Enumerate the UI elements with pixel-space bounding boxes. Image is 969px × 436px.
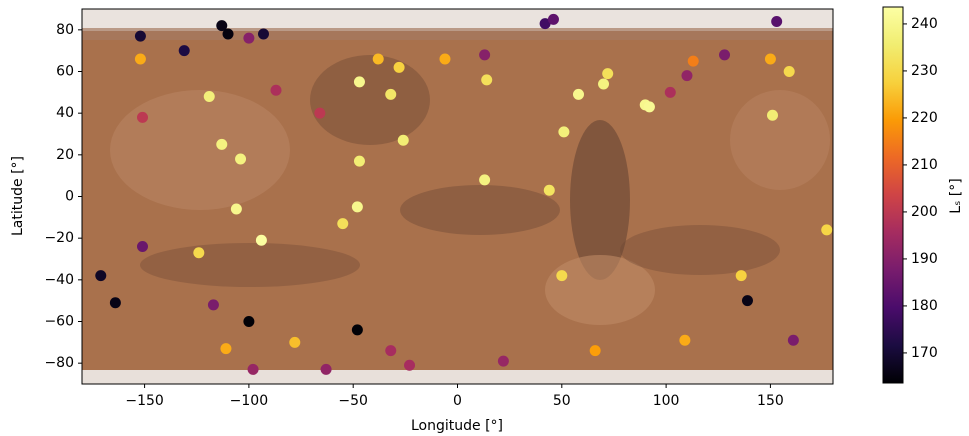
y-tick-label: −80 bbox=[44, 355, 74, 371]
point bbox=[255, 234, 267, 246]
point bbox=[270, 84, 282, 96]
point bbox=[95, 270, 107, 282]
y-axis-label: Latitude [°] bbox=[10, 156, 26, 236]
point bbox=[719, 49, 731, 61]
point bbox=[134, 53, 146, 65]
point bbox=[393, 61, 405, 73]
colorbar-tick-label: 170 bbox=[911, 345, 938, 361]
x-tick-label: −100 bbox=[230, 393, 268, 409]
point bbox=[134, 30, 146, 42]
point bbox=[787, 334, 799, 346]
point bbox=[687, 55, 699, 67]
point bbox=[230, 203, 242, 215]
colorbar-label: Lₛ [°] bbox=[948, 178, 964, 213]
point bbox=[767, 109, 779, 121]
x-tick-label: 150 bbox=[757, 393, 784, 409]
point bbox=[353, 76, 365, 88]
point bbox=[572, 88, 584, 100]
point bbox=[385, 345, 397, 357]
point bbox=[479, 49, 491, 61]
point bbox=[247, 363, 259, 375]
point bbox=[543, 184, 555, 196]
point bbox=[243, 316, 255, 327]
point bbox=[598, 78, 610, 90]
colorbar-tick-label: 220 bbox=[911, 110, 938, 126]
y-tick-label: −40 bbox=[44, 272, 74, 288]
point bbox=[589, 345, 601, 357]
point bbox=[207, 299, 219, 311]
x-tick-label: 100 bbox=[653, 393, 680, 409]
point bbox=[257, 28, 269, 40]
point bbox=[136, 111, 148, 123]
point bbox=[602, 68, 614, 80]
point bbox=[385, 88, 397, 100]
point bbox=[497, 355, 509, 367]
point bbox=[351, 201, 363, 213]
point bbox=[741, 295, 753, 307]
colorbar bbox=[882, 6, 904, 384]
mars-map bbox=[82, 9, 833, 384]
point bbox=[681, 70, 693, 82]
x-tick-label: −50 bbox=[338, 393, 368, 409]
point bbox=[735, 270, 747, 282]
point bbox=[643, 101, 655, 113]
colorbar-tick-label: 240 bbox=[911, 16, 938, 32]
point bbox=[558, 126, 570, 138]
y-tick-label: 0 bbox=[65, 189, 74, 205]
point bbox=[481, 74, 493, 86]
point bbox=[351, 324, 363, 336]
point bbox=[547, 13, 559, 25]
y-tick-label: 60 bbox=[56, 64, 74, 80]
point bbox=[109, 297, 121, 309]
x-tick-label: 0 bbox=[453, 393, 462, 409]
point bbox=[439, 53, 451, 65]
y-tick-label: −20 bbox=[44, 230, 74, 246]
point bbox=[821, 224, 833, 236]
point bbox=[216, 20, 228, 32]
point bbox=[193, 247, 205, 259]
colorbar-tick-label: 200 bbox=[911, 204, 938, 220]
y-tick-label: 40 bbox=[56, 105, 74, 121]
point bbox=[337, 218, 349, 230]
point bbox=[353, 155, 365, 167]
colorbar-tick-label: 180 bbox=[911, 298, 938, 314]
x-axis-label: Longitude [°] bbox=[411, 418, 503, 434]
point bbox=[136, 241, 148, 252]
point bbox=[220, 343, 232, 355]
point bbox=[289, 336, 301, 348]
y-tick-label: 80 bbox=[56, 22, 74, 38]
point bbox=[320, 363, 332, 375]
point bbox=[771, 16, 783, 27]
point bbox=[178, 45, 190, 57]
point bbox=[243, 32, 255, 44]
point bbox=[235, 153, 247, 165]
point bbox=[404, 359, 416, 371]
x-tick-label: −150 bbox=[125, 393, 163, 409]
colorbar-tick-label: 210 bbox=[911, 157, 938, 173]
point bbox=[479, 174, 491, 186]
colorbar-tick-label: 190 bbox=[911, 251, 938, 267]
point bbox=[222, 28, 234, 40]
point bbox=[203, 91, 215, 102]
point bbox=[397, 134, 409, 146]
point bbox=[556, 270, 568, 282]
y-tick-label: −60 bbox=[44, 314, 74, 330]
point bbox=[539, 18, 551, 30]
x-tick-label: 50 bbox=[553, 393, 571, 409]
point bbox=[216, 138, 228, 150]
point bbox=[783, 66, 795, 77]
point bbox=[314, 107, 326, 119]
point bbox=[664, 86, 676, 98]
colorbar-tick-label: 230 bbox=[911, 63, 938, 79]
y-tick-label: 20 bbox=[56, 147, 74, 163]
point bbox=[679, 334, 691, 346]
point bbox=[764, 53, 776, 65]
point bbox=[372, 53, 384, 65]
